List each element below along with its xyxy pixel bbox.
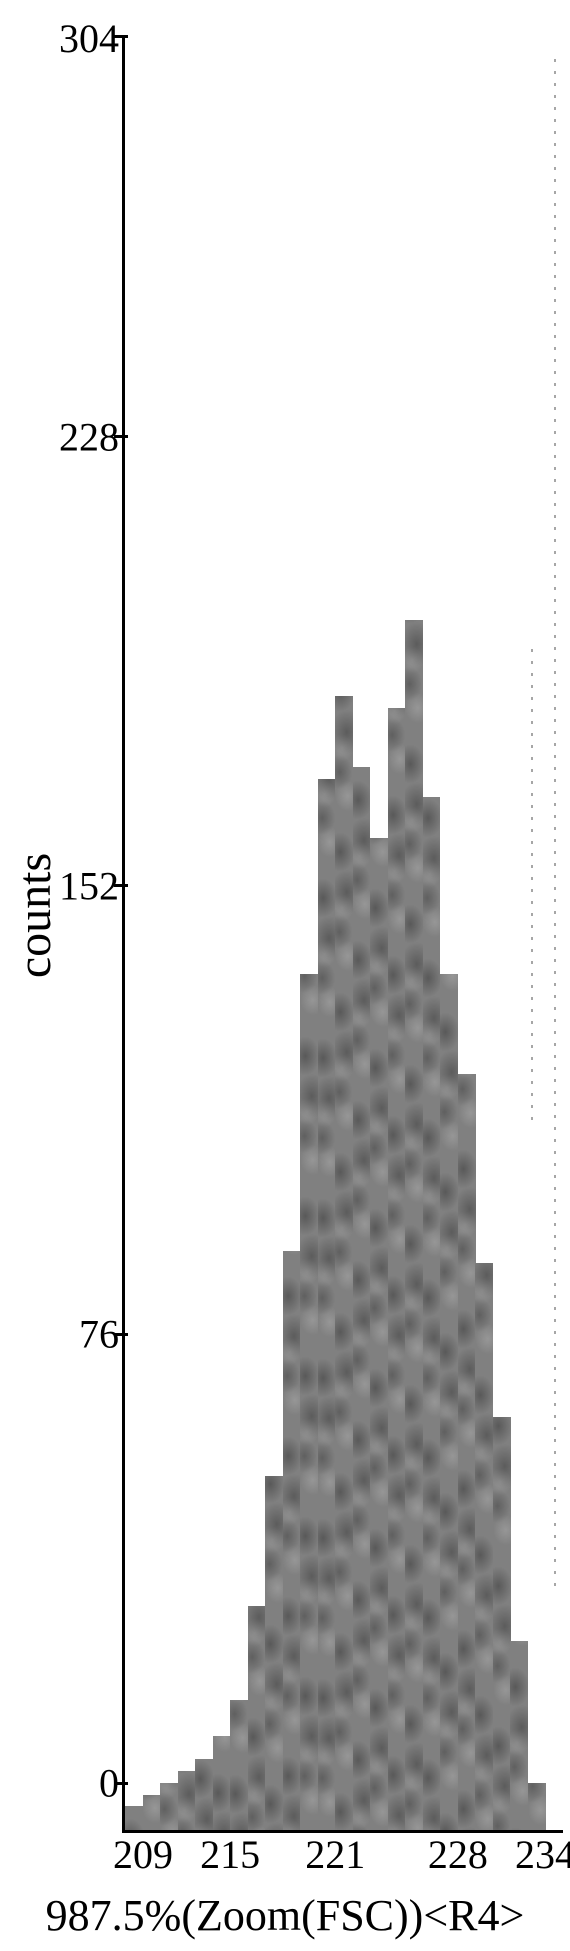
histogram-bar [370, 838, 388, 1830]
histogram-bars [125, 35, 563, 1830]
histogram-bar [178, 1771, 196, 1830]
histogram-bar [458, 1074, 476, 1830]
histogram-bar [230, 1700, 248, 1830]
scan-speckle [531, 649, 533, 1121]
histogram-bar [335, 696, 353, 1830]
histogram-bar [300, 974, 318, 1830]
y-axis-label-text: counts [8, 853, 63, 978]
histogram-bar [423, 797, 441, 1830]
histogram-bar [405, 620, 423, 1830]
y-axis-label: counts [10, 0, 60, 1831]
histogram-bar [528, 1783, 546, 1830]
histogram-bar [160, 1783, 178, 1830]
y-tick-label: 0 [99, 1760, 125, 1807]
y-tick-label: 228 [59, 413, 125, 460]
x-tick-label: 228 [428, 1830, 488, 1878]
histogram-bar [318, 779, 336, 1830]
histogram-chart: counts 076152228304 209215221228234 987.… [0, 0, 570, 1951]
histogram-bar [248, 1606, 266, 1830]
histogram-bar [475, 1263, 493, 1830]
histogram-bar [440, 974, 458, 1830]
histogram-bar [125, 1806, 143, 1830]
x-tick-label: 234 [515, 1830, 570, 1878]
y-tick-label: 152 [59, 862, 125, 909]
x-axis-caption: 987.5%(Zoom(FSC))<R4> [0, 1890, 570, 1941]
x-tick-label: 209 [113, 1830, 173, 1878]
plot-area: 076152228304 209215221228234 [122, 35, 563, 1833]
x-tick-label: 221 [305, 1830, 365, 1878]
histogram-bar [213, 1736, 231, 1830]
histogram-bar [283, 1251, 301, 1830]
histogram-bar [143, 1795, 161, 1830]
histogram-bar [353, 767, 371, 1830]
y-tick-label: 304 [59, 15, 125, 62]
histogram-bar [265, 1476, 283, 1830]
y-tick-label: 76 [79, 1311, 125, 1358]
scan-speckle [554, 59, 556, 1594]
histogram-bar [195, 1759, 213, 1830]
x-tick-label: 215 [200, 1830, 260, 1878]
histogram-bar [388, 708, 406, 1830]
histogram-bar [510, 1641, 528, 1830]
histogram-bar [493, 1417, 511, 1830]
